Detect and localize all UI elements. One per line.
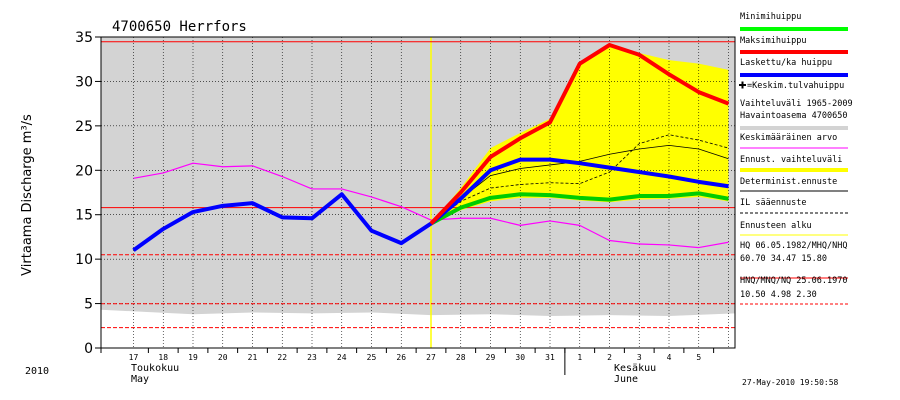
- legend-label: Maksimihuippu: [740, 36, 807, 46]
- legend-label: IL sääennuste: [740, 198, 807, 208]
- month-label-june: Kesäkuu: [614, 363, 656, 374]
- legend-label: Vaihteluväli 1965-2009: [740, 99, 853, 109]
- legend-label: 60.70 34.47 15.80: [740, 254, 827, 264]
- x-tick-label: 30: [515, 353, 525, 362]
- x-tick-label: 23: [307, 353, 317, 362]
- forecast-range-area: [431, 44, 729, 224]
- legend-marker-cross-icon: [739, 81, 746, 89]
- series-line-maksimihuippu: [429, 42, 730, 225]
- chart-title: 4700650 Herrfors: [112, 19, 247, 35]
- legend-label: HQ 06.05.1982/MHQ/NHQ: [740, 241, 847, 251]
- x-tick-label: 25: [367, 353, 377, 362]
- y-tick-label: 10: [75, 252, 93, 268]
- y-tick-label: 15: [75, 208, 93, 224]
- legend-label: Ennusteen alku: [740, 221, 812, 231]
- x-tick-label: 31: [545, 353, 555, 362]
- year-label: 2010: [25, 366, 49, 377]
- series-layer: [132, 42, 730, 252]
- y-tick-label: 5: [84, 297, 93, 313]
- y-tick-label: 0: [84, 341, 93, 357]
- month-label-may: Toukokuu: [131, 363, 179, 374]
- legend-label: 10.50 4.98 2.30: [740, 290, 817, 300]
- y-tick-label: 35: [75, 30, 93, 46]
- x-tick-label: 19: [188, 353, 198, 362]
- legend-label: Minimihuippu: [740, 12, 801, 22]
- plot-frame: [100, 36, 736, 349]
- timestamp-label: 27-May-2010 19:50:58: [742, 378, 839, 387]
- x-tick-label: 29: [486, 353, 496, 362]
- month-label-june: June: [614, 374, 638, 385]
- y-tick-label: 30: [75, 74, 93, 90]
- x-tick-label: 20: [218, 353, 228, 362]
- x-tick-label: 18: [158, 353, 168, 362]
- x-tick-label: 3: [637, 353, 642, 362]
- grid-layer: [101, 37, 735, 348]
- legend-label: Laskettu/ka huippu: [740, 58, 832, 68]
- legend-label: Ennust. vaihteluväli: [740, 155, 842, 165]
- legend-label: HNQ/MNQ/NQ 25.06.1970: [740, 276, 847, 286]
- x-tick-label: 27: [426, 353, 436, 362]
- legend-label: =Keskim.tulvahuippu: [747, 81, 844, 91]
- x-tick-label: 5: [696, 353, 701, 362]
- x-tick-label: 28: [456, 353, 466, 362]
- x-tick-label: 4: [667, 353, 672, 362]
- legend-label: Havaintoasema 4700650: [740, 111, 847, 121]
- reference-lines-layer: [101, 41, 735, 329]
- month-label-may: May: [131, 374, 149, 385]
- area-layer: [101, 37, 735, 317]
- legend-label: Determinist.ennuste: [740, 177, 837, 187]
- x-tick-label: 2: [607, 353, 612, 362]
- x-tick-label: 24: [337, 353, 347, 362]
- x-tick-label: 17: [129, 353, 139, 362]
- legend: Minimihuippu Maksimihuippu Laskettu/ka hui…: [739, 12, 853, 305]
- x-tick-label: 22: [277, 353, 287, 362]
- x-tick-label: 1: [577, 353, 582, 362]
- series-line-minimihuippu: [430, 191, 729, 226]
- y-axis-label: Virtaama Discharge m³/s: [20, 114, 35, 276]
- y-tick-label: 20: [75, 163, 93, 179]
- x-tick-label: 26: [396, 353, 406, 362]
- legend-label: Keskimääräinen arvo: [740, 133, 837, 143]
- y-tick-label: 25: [75, 119, 93, 135]
- x-tick-label: 21: [248, 353, 258, 362]
- series-line-keskim-r-inen-arvo: [133, 162, 729, 249]
